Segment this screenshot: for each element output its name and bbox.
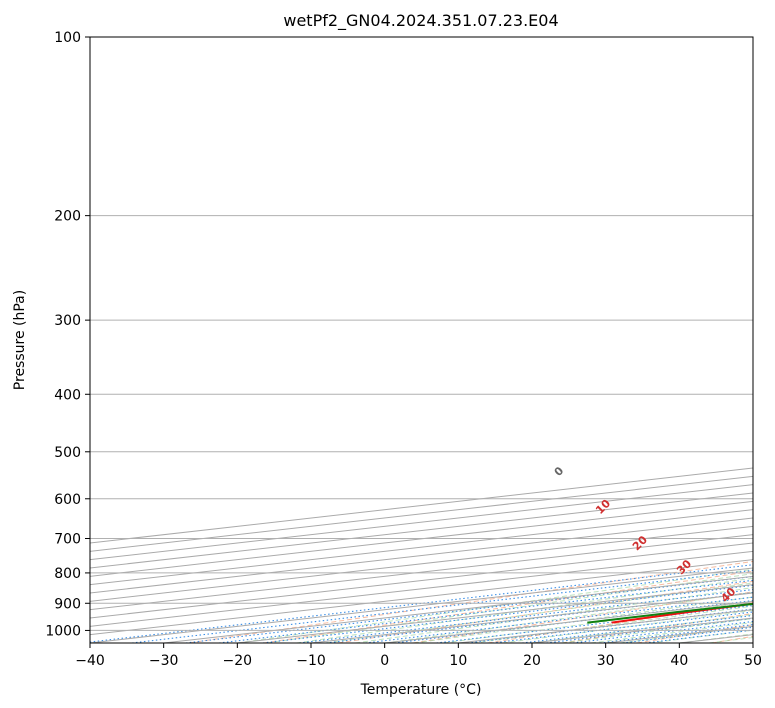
isotherm <box>679 634 753 643</box>
moist-adiabat <box>531 614 753 643</box>
isotherms <box>90 467 753 643</box>
isotherm <box>90 534 753 611</box>
x-tick-label: 10 <box>449 653 467 669</box>
y-tick-label: 800 <box>54 566 81 582</box>
isotherm <box>90 525 753 602</box>
moist-adiabat <box>266 573 753 643</box>
moist-adiabat <box>414 596 753 643</box>
y-tick-label: 500 <box>54 445 81 461</box>
y-axis-ticks: 100 200 300 400 500 600 700 800 900 1000 <box>45 30 90 639</box>
mixing-ratio-line <box>522 614 753 643</box>
dry-adiabats <box>188 560 753 643</box>
isotherm <box>752 642 753 643</box>
mixing-ratio-line <box>326 592 753 643</box>
x-tick-label: −20 <box>223 653 253 669</box>
moist-adiabat <box>384 591 753 643</box>
moist-adiabat-label: 10 <box>593 497 613 517</box>
moist-adiabat <box>679 633 753 643</box>
y-tick-label: 100 <box>54 30 81 46</box>
y-tick-label: 200 <box>54 209 81 225</box>
isotherm <box>90 550 753 627</box>
x-axis-label: Temperature (°C) <box>360 682 482 698</box>
isotherm <box>90 500 753 577</box>
x-tick-label: −30 <box>149 653 179 669</box>
dry-adiabat <box>412 591 753 643</box>
dry-adiabat <box>188 560 753 643</box>
moist-adiabat-label: 0 <box>552 464 567 479</box>
isotherm <box>237 584 753 643</box>
x-tick-label: 0 <box>380 653 389 669</box>
mixing-ratio-line <box>467 608 753 643</box>
y-tick-label: 700 <box>54 532 81 548</box>
isotherm <box>531 617 753 643</box>
y-axis-label: Pressure (hPa) <box>12 290 28 390</box>
x-tick-label: −10 <box>296 653 326 669</box>
isotherm <box>90 492 753 569</box>
x-tick-label: 30 <box>597 653 615 669</box>
dry-adiabat <box>263 570 753 643</box>
isotherm <box>90 467 753 544</box>
isotherm <box>458 609 753 643</box>
moist-adiabat <box>237 568 753 643</box>
isotherm <box>163 575 753 643</box>
dry-adiabat <box>338 580 753 643</box>
x-tick-label: 40 <box>670 653 688 669</box>
isotherm <box>384 600 753 643</box>
y-tick-label: 600 <box>54 492 81 508</box>
y-tick-label: 900 <box>54 596 81 612</box>
pressure-gridlines <box>90 37 753 631</box>
x-tick-label: 50 <box>744 653 762 669</box>
background-lines <box>90 37 753 643</box>
isotherm <box>90 484 753 561</box>
moist-adiabat <box>296 577 753 643</box>
mixing-ratio-line <box>365 596 753 643</box>
dry-adiabat <box>487 601 753 643</box>
x-tick-label: −40 <box>75 653 105 669</box>
moist-adiabat <box>473 605 753 643</box>
mixing-ratio-line <box>262 584 753 643</box>
x-axis-ticks: −40 −30 −20 −10 0 10 20 30 40 50 <box>75 643 762 669</box>
dry-adiabat <box>636 624 753 643</box>
chart-title: wetPf2_GN04.2024.351.07.23.E04 <box>283 11 558 31</box>
isotherm <box>90 509 753 586</box>
moist-adiabats <box>237 568 753 643</box>
isotherm <box>90 559 753 636</box>
y-tick-label: 1000 <box>45 623 81 639</box>
x-tick-label: 20 <box>523 653 541 669</box>
isotherm <box>90 517 753 594</box>
moist-adiabat <box>620 625 753 643</box>
y-tick-label: 400 <box>54 387 81 403</box>
isopleth-labels: -100-90-80-70-60-50-40-30-20-100.10.20.4… <box>552 464 739 605</box>
plot-frame <box>89 36 754 644</box>
moist-adiabat-label: 20 <box>630 533 650 553</box>
moist-adiabat <box>355 587 753 643</box>
mixing-ratio-line <box>299 588 753 643</box>
isotherm <box>90 475 753 552</box>
moist-adiabat <box>443 601 753 643</box>
isotherm <box>90 542 753 619</box>
moist-adiabat <box>325 582 753 643</box>
y-tick-label: 300 <box>54 313 81 329</box>
